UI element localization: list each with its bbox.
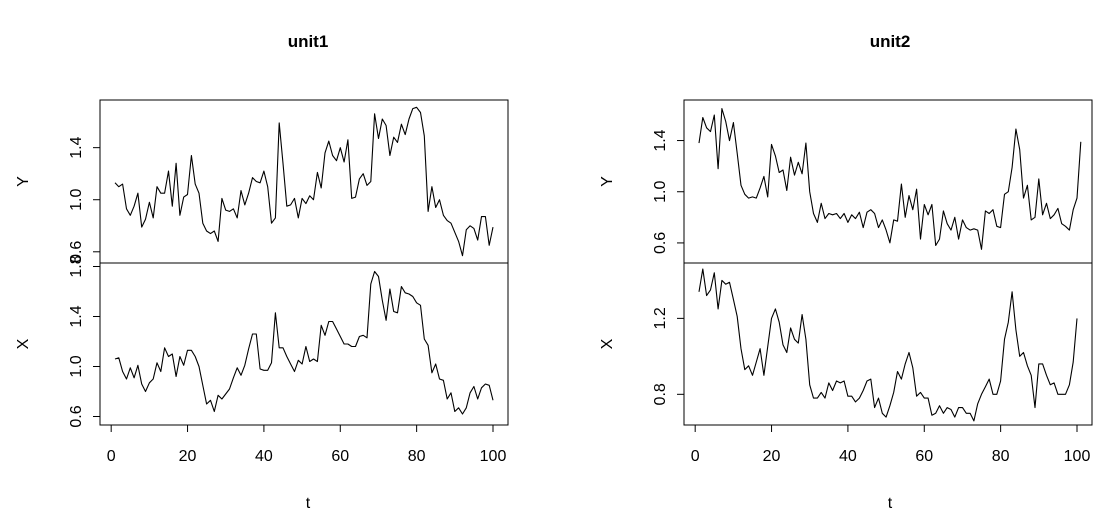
x-tick-label: 20: [179, 448, 197, 465]
y-tick-label: 1.4: [652, 129, 669, 151]
y-tick-label: 1.0: [652, 181, 669, 203]
x-axis-label: t: [306, 495, 311, 512]
chart-title: unit1: [288, 32, 329, 51]
x-tick-label: 0: [691, 448, 700, 465]
y-tick-label: 0.6: [68, 241, 85, 263]
x-tick-label: 60: [331, 448, 349, 465]
y-tick-label: 1.2: [652, 307, 669, 329]
panel-frame: [683, 99, 1093, 264]
panel-frame: [99, 262, 509, 426]
series-line-y: [698, 108, 1082, 250]
y-tick-label: 0.6: [68, 405, 85, 427]
y-tick-label: 1.4: [68, 305, 85, 327]
y-tick-label: 0.6: [652, 232, 669, 254]
x-tick-label: 40: [839, 448, 857, 465]
y-axis-label: X: [599, 338, 616, 349]
y-axis-label: Y: [15, 176, 32, 187]
x-tick-label: 60: [915, 448, 933, 465]
y-axis-label: X: [15, 338, 32, 349]
plot-unit2: unit2 0.6 1.0 1.4 Y 0.8 1.2 X 0 20 40 60 80 100 t: [599, 32, 1093, 512]
x-tick-label: 100: [480, 448, 507, 465]
x-tick-label: 0: [107, 448, 116, 465]
x-axis-label: t: [888, 495, 893, 512]
y-tick-label: 1.0: [68, 355, 85, 377]
series-line-y: [114, 106, 494, 257]
y-tick-label: 1.8: [68, 255, 85, 277]
y-axis-label: Y: [599, 176, 616, 187]
x-tick-label: 80: [408, 448, 426, 465]
panel-frame: [99, 99, 509, 264]
series-line-x: [698, 268, 1078, 422]
plot-unit1: unit1 0.6 1.0 1.4 Y 0.6 1.0 1.4 1.8 X 0 20 40 60 80 100…: [15, 32, 509, 512]
y-tick-label: 1.0: [68, 189, 85, 211]
x-tick-label: 40: [255, 448, 273, 465]
x-tick-label: 20: [763, 448, 781, 465]
x-tick-label: 80: [992, 448, 1010, 465]
y-tick-label: 1.4: [68, 136, 85, 158]
panel-frame: [683, 262, 1093, 426]
y-tick-label: 0.8: [652, 383, 669, 405]
x-tick-label: 100: [1064, 448, 1091, 465]
series-line-x: [114, 270, 494, 415]
chart-title: unit2: [870, 32, 911, 51]
